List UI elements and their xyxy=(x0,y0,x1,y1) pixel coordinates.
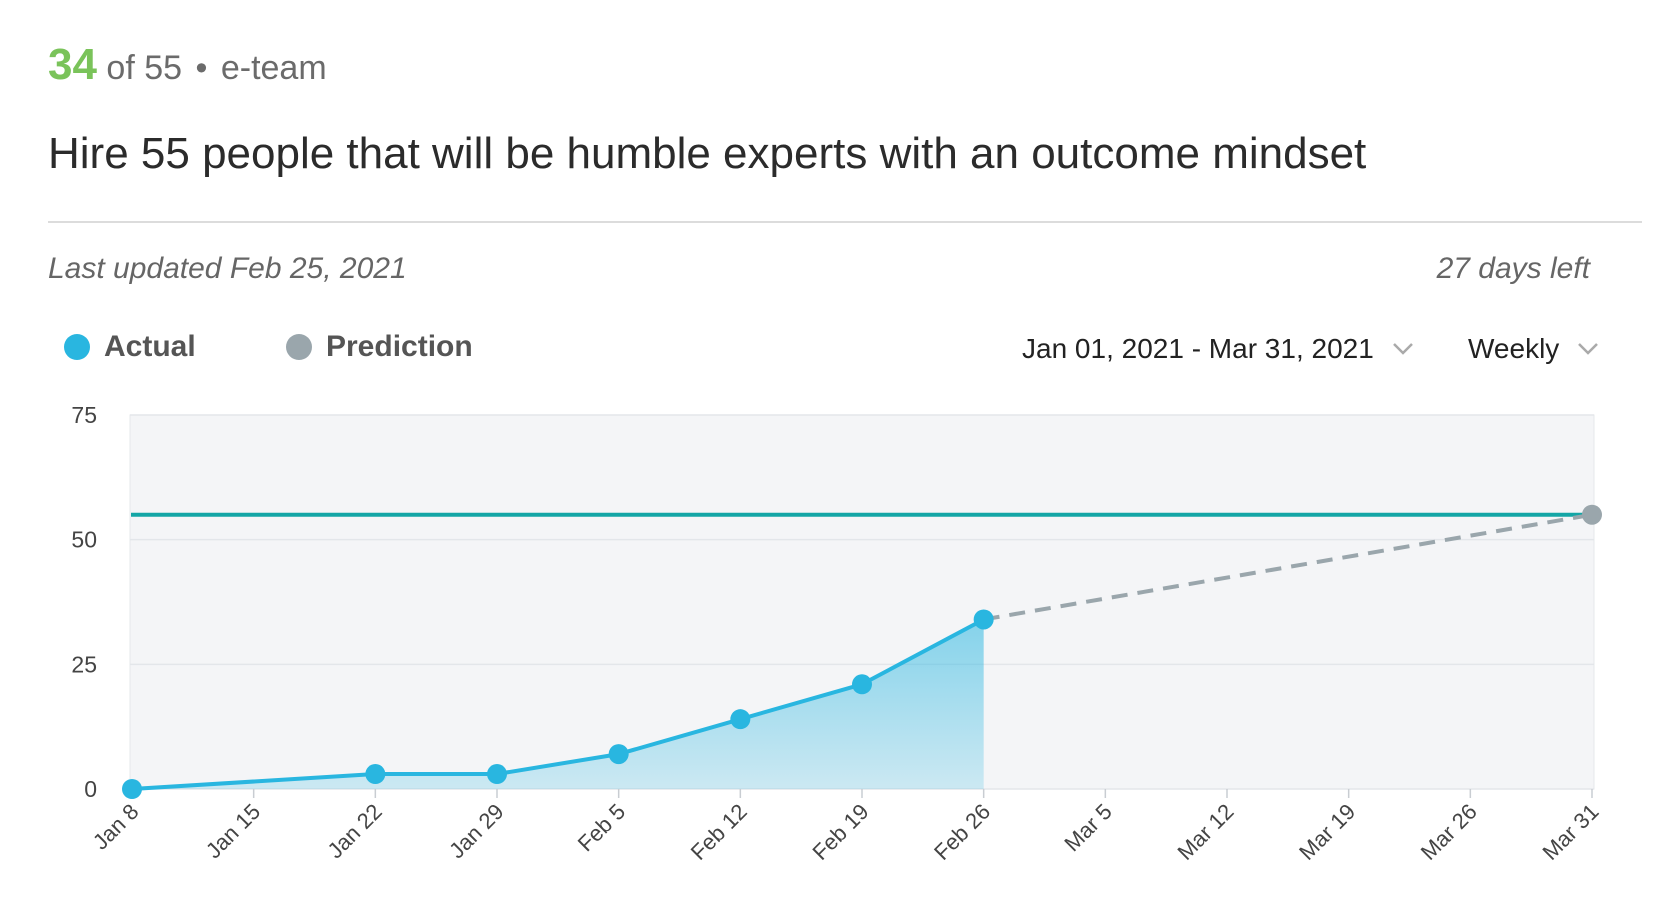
actual-point xyxy=(122,779,142,799)
legend-prediction-dot xyxy=(286,334,312,360)
progress-summary: 34 of 55 • e-team xyxy=(48,40,1642,93)
actual-point xyxy=(608,744,629,765)
actual-point xyxy=(365,764,386,785)
chevron-down-icon xyxy=(1392,343,1413,355)
actual-point xyxy=(852,674,872,695)
y-tick-label: 75 xyxy=(71,402,97,428)
date-range-dropdown[interactable]: Jan 01, 2021 - Mar 31, 2021 xyxy=(1022,333,1414,365)
legend-actual[interactable]: Actual xyxy=(64,330,196,364)
team-name[interactable]: e-team xyxy=(220,49,327,87)
objective-title: Hire 55 people that will be humble exper… xyxy=(48,129,1367,178)
y-tick-label: 0 xyxy=(84,776,97,802)
x-tick-label: Jan 22 xyxy=(322,799,386,863)
date-range-value: Jan 01, 2021 - Mar 31, 2021 xyxy=(1022,333,1374,364)
actual-area xyxy=(132,619,984,789)
legend-prediction[interactable]: Prediction xyxy=(286,330,473,364)
x-tick-label: Feb 12 xyxy=(686,799,752,865)
interval-value: Weekly xyxy=(1468,333,1560,364)
actual-point xyxy=(973,609,994,630)
y-tick-label: 50 xyxy=(71,527,97,553)
legend-actual-dot xyxy=(64,334,90,360)
divider xyxy=(48,221,1642,223)
x-tick-label: Feb 19 xyxy=(807,799,873,865)
progress-total: of 55 xyxy=(106,49,183,87)
x-tick-label: Mar 12 xyxy=(1172,799,1238,865)
x-tick-label: Mar 19 xyxy=(1294,799,1360,865)
x-tick-label: Jan 29 xyxy=(444,799,508,863)
actual-point xyxy=(730,709,751,730)
prediction-point xyxy=(1582,504,1602,525)
y-tick-label: 25 xyxy=(71,651,97,677)
x-tick-label: Mar 26 xyxy=(1416,799,1482,865)
x-tick-label: Mar 31 xyxy=(1537,799,1603,865)
x-tick-label: Mar 5 xyxy=(1059,799,1116,856)
chevron-down-icon xyxy=(1578,343,1599,355)
separator-dot: • xyxy=(195,49,208,87)
legend-prediction-label: Prediction xyxy=(326,330,473,363)
actual-point xyxy=(487,764,507,785)
objective-header: 34 of 55 • e-team Hire 55 people that wi… xyxy=(48,40,1642,181)
progress-current-count: 34 xyxy=(48,40,97,89)
x-tick-label: Jan 8 xyxy=(88,799,144,855)
days-left: 27 days left xyxy=(1436,252,1590,285)
x-tick-label: Feb 26 xyxy=(929,799,995,865)
x-tick-label: Jan 15 xyxy=(201,799,265,863)
last-updated: Last updated Feb 25, 2021 xyxy=(48,252,407,285)
interval-dropdown[interactable]: Weekly xyxy=(1468,333,1599,365)
legend-actual-label: Actual xyxy=(104,330,196,363)
x-tick-label: Feb 5 xyxy=(573,799,630,856)
